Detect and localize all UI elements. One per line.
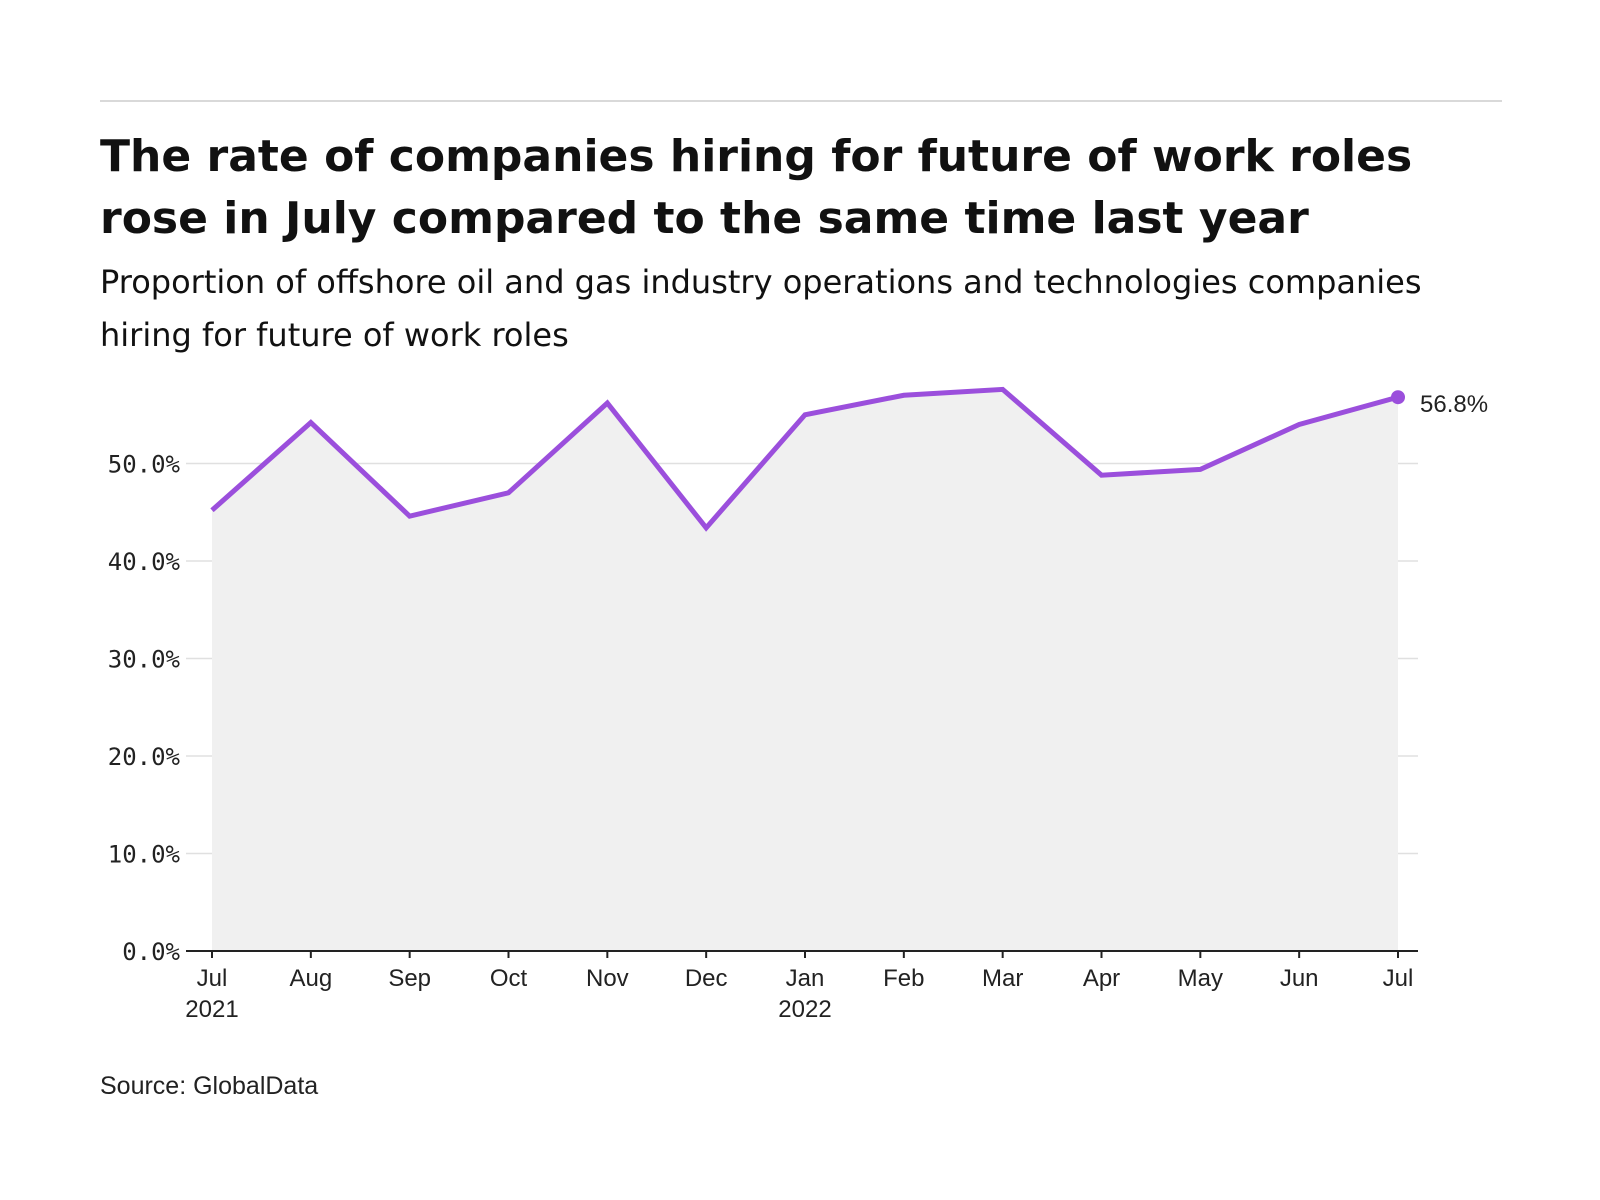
series-line [210, 386, 1399, 532]
y-tick-label: 30.0% [108, 646, 181, 674]
area-fill [212, 389, 1398, 951]
top-rule [100, 100, 1502, 102]
x-tick-label: Oct [490, 965, 528, 992]
end-value-label: 56.8% [1420, 391, 1488, 418]
x-tick-label: Sep [388, 965, 431, 992]
y-tick-label: 50.0% [108, 451, 181, 479]
y-tick-label: 10.0% [108, 841, 181, 869]
y-tick-label: 0.0% [122, 938, 180, 966]
x-tick-label: Jan [786, 965, 825, 992]
x-tick-label: Aug [289, 965, 332, 992]
x-axis-ticks: Jul 2021 Aug Sep Oct Nov Dec Jan 2022 Feb Mar Apr Ma… [185, 951, 1413, 1023]
chart-subtitle: Proportion of offshore oil and gas indus… [100, 263, 1422, 354]
y-tick-label: 40.0% [108, 548, 181, 576]
x-tick-label: Dec [685, 965, 728, 992]
y-axis-ticks: 0.0% 10.0% 20.0% 30.0% 40.0% 50.0% [108, 451, 181, 967]
data-points [1391, 390, 1405, 405]
x-tick-label: May [1178, 965, 1223, 992]
x-tick-label: Feb [883, 965, 924, 992]
end-point-marker [1391, 390, 1405, 405]
x-tick-label: Nov [586, 965, 629, 992]
x-tick-label: Jul [1383, 965, 1414, 992]
x-tick-label: Apr [1083, 965, 1120, 992]
source-note: Source: GlobalData [100, 1072, 319, 1100]
x-tick-label: Mar [982, 965, 1023, 992]
x-tick-year-label: 2022 [778, 996, 831, 1023]
x-tick-label: Jul [197, 965, 228, 992]
x-tick-label: Jun [1280, 965, 1319, 992]
chart-title: The rate of companies hiring for future … [100, 131, 1413, 244]
x-tick-year-label: 2021 [185, 996, 238, 1023]
y-tick-label: 20.0% [108, 743, 181, 771]
